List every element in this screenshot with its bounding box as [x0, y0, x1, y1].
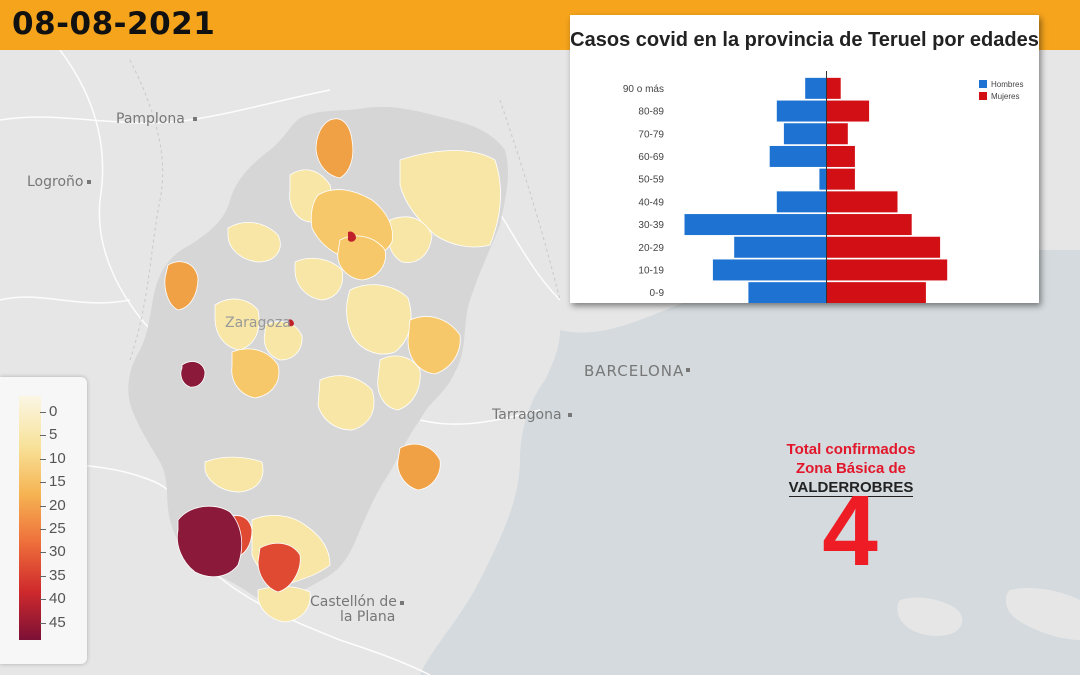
bar-mujeres	[826, 214, 912, 236]
bar-hombres	[734, 236, 827, 258]
legend-label: 15	[49, 473, 66, 491]
bar-mujeres	[826, 100, 870, 122]
legend-tick	[40, 505, 46, 507]
legend-label-mujeres: Mujeres	[991, 92, 1019, 101]
city-label-tarragona: Tarragona	[492, 407, 562, 423]
island	[1005, 588, 1080, 640]
bar-hombres	[819, 168, 827, 190]
bar-mujeres	[826, 145, 855, 167]
bar-mujeres	[826, 259, 948, 281]
legend-tick	[40, 599, 46, 601]
island	[897, 597, 963, 636]
city-label-barcelona: BARCELONA	[584, 362, 685, 380]
legend-label: 10	[49, 449, 66, 467]
legend-tick	[40, 552, 46, 554]
legend-label: 35	[49, 566, 66, 584]
bar-mujeres	[826, 282, 926, 303]
bar-mujeres	[826, 77, 841, 99]
legend-label: 40	[49, 590, 66, 608]
bar-mujeres	[826, 236, 941, 258]
color-legend	[0, 377, 87, 664]
bar-hombres	[769, 145, 827, 167]
pyramid-plot: 90 o más 80-89 70-79 60-69 50-59 40-49 30-39 20…	[623, 71, 1023, 303]
city-label-zaragoza: Zaragoza	[225, 315, 291, 331]
legend-label: 0	[49, 403, 58, 420]
total-value: 4	[822, 475, 878, 587]
bar-mujeres	[826, 191, 898, 213]
legend-tick	[40, 575, 46, 577]
age-tick-label: 80-89	[638, 107, 664, 118]
legend-label: 20	[49, 496, 66, 514]
city-label-castellon: Castellón de	[310, 594, 397, 610]
age-tick-label: 20-29	[638, 243, 664, 254]
legend-label: 30	[49, 543, 66, 561]
age-tick-label: 10-19	[638, 265, 664, 276]
legend-swatch-mujeres	[979, 92, 987, 100]
date-label: 08-08-2021	[12, 6, 216, 42]
chart-title: Casos covid en la provincia de Teruel po…	[570, 29, 1039, 51]
legend-tick	[40, 412, 46, 413]
bar-hombres	[783, 123, 827, 145]
legend-tick	[40, 622, 46, 624]
age-tick-label: 70-79	[638, 129, 664, 140]
bar-hombres	[748, 282, 827, 303]
city-label-logrono: Logroño	[27, 174, 84, 190]
bar-hombres	[776, 191, 827, 213]
age-tick-label: 50-59	[638, 175, 664, 186]
bar-mujeres	[826, 123, 848, 145]
legend-label: 5	[49, 426, 58, 444]
sea	[420, 250, 1080, 675]
age-tick-label: 90 o más	[623, 84, 664, 95]
city-label-castellon-2: la Plana	[340, 609, 396, 625]
zone-name: VALDERROBRES	[788, 479, 914, 497]
bar-hombres	[776, 100, 827, 122]
legend-label: 45	[49, 613, 66, 631]
age-tick-label: 0-9	[650, 288, 665, 299]
zone-prefix: Zona Básica de	[795, 460, 907, 477]
bar-mujeres	[826, 168, 855, 190]
age-tick-label: 40-49	[638, 197, 664, 208]
bar-hombres	[805, 77, 827, 99]
legend-tick	[40, 458, 46, 460]
legend-swatch-hombres	[979, 80, 987, 88]
city-label-pamplona: Pamplona	[116, 111, 185, 127]
age-tick-label: 30-39	[638, 220, 664, 231]
total-title: Total confirmados	[786, 441, 916, 458]
zone-label: Zona Básica de VALDERROBRES	[738, 459, 964, 497]
legend-tick	[40, 435, 46, 437]
color-legend-bar	[19, 396, 41, 640]
legend-label-hombres: Hombres	[991, 80, 1023, 89]
bar-hombres	[712, 259, 827, 281]
legend-tick	[40, 529, 46, 530]
age-pyramid-chart: Casos covid en la provincia de Teruel po…	[570, 15, 1039, 303]
age-tick-label: 60-69	[638, 152, 664, 163]
bar-hombres	[684, 214, 827, 236]
legend-tick	[40, 482, 46, 484]
legend-label: 25	[49, 520, 66, 537]
